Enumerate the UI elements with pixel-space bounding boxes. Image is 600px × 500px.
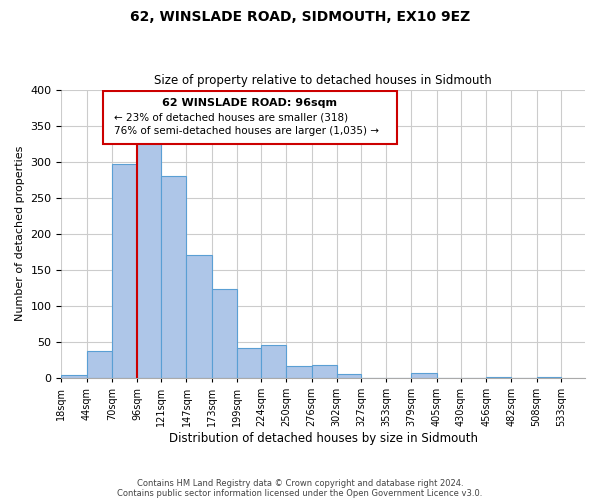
Bar [337, 374, 361, 378]
Bar [536, 376, 561, 378]
Bar [412, 373, 437, 378]
Title: Size of property relative to detached houses in Sidmouth: Size of property relative to detached ho… [154, 74, 492, 87]
Bar [161, 176, 187, 378]
Bar [112, 164, 137, 378]
Text: 62, WINSLADE ROAD, SIDMOUTH, EX10 9EZ: 62, WINSLADE ROAD, SIDMOUTH, EX10 9EZ [130, 10, 470, 24]
FancyBboxPatch shape [103, 91, 397, 144]
Bar [61, 375, 86, 378]
X-axis label: Distribution of detached houses by size in Sidmouth: Distribution of detached houses by size … [169, 432, 478, 445]
Bar [237, 348, 261, 378]
Text: Contains public sector information licensed under the Open Government Licence v3: Contains public sector information licen… [118, 488, 482, 498]
Bar [187, 256, 212, 378]
Bar [86, 352, 112, 378]
Bar [212, 288, 237, 378]
Bar [311, 365, 337, 378]
Text: Contains HM Land Registry data © Crown copyright and database right 2024.: Contains HM Land Registry data © Crown c… [137, 478, 463, 488]
Bar [261, 345, 286, 378]
Text: 62 WINSLADE ROAD: 96sqm: 62 WINSLADE ROAD: 96sqm [163, 98, 337, 108]
Y-axis label: Number of detached properties: Number of detached properties [15, 146, 25, 322]
Bar [286, 366, 311, 378]
Bar [137, 140, 161, 378]
Text: ← 23% of detached houses are smaller (318): ← 23% of detached houses are smaller (31… [114, 112, 348, 122]
Text: 76% of semi-detached houses are larger (1,035) →: 76% of semi-detached houses are larger (… [114, 126, 379, 136]
